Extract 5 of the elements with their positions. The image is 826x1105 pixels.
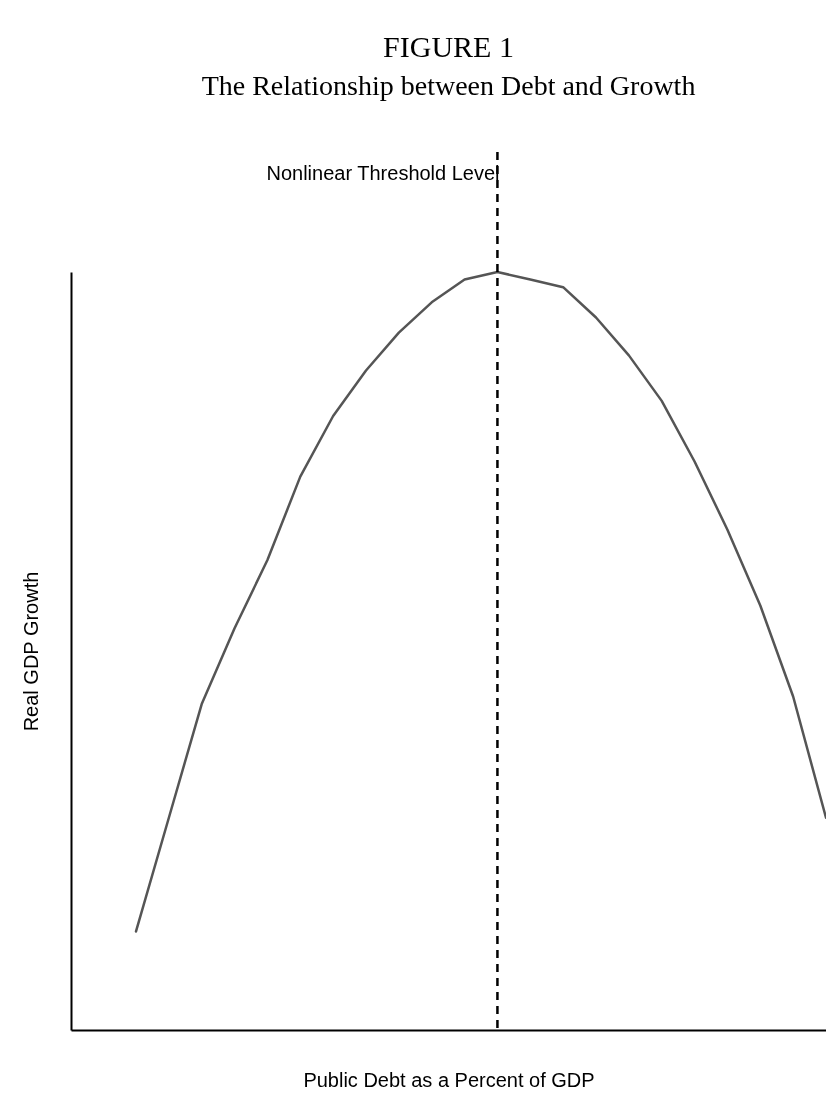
chart-subtitle: The Relationship between Debt and Growth — [201, 69, 696, 101]
chart-title: FIGURE 1 — [383, 29, 514, 63]
x-axis-title: Public Debt as a Percent of GDP — [303, 1068, 595, 1091]
y-axis-title: Real GDP Growth — [19, 571, 42, 732]
text: Nonlinear Threshold Level — [266, 162, 500, 184]
